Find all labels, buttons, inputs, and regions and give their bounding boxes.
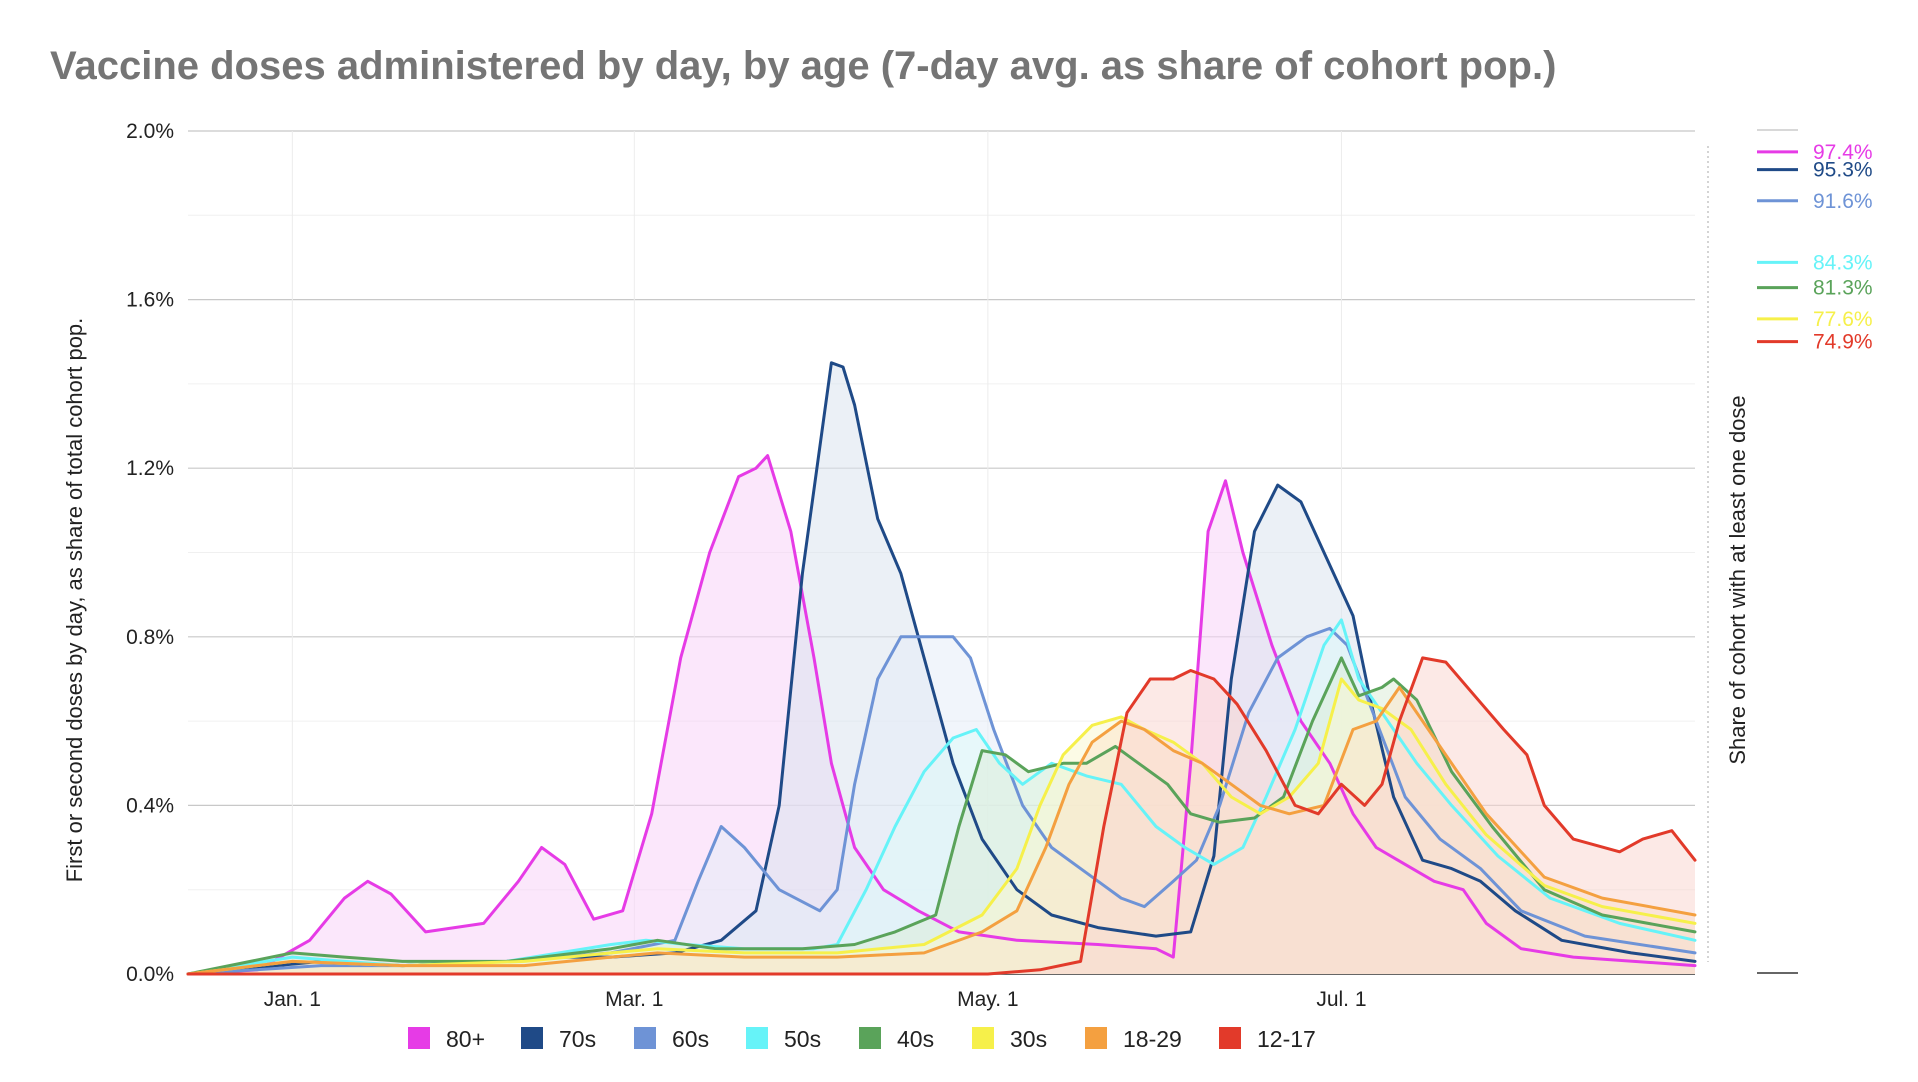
legend-layer: 80+ 70s 60s 50s 40s 30s 18-29 12-17 [408,1026,1316,1052]
line-60s [186,626,1697,976]
y-tick-label: 1.2% [126,457,174,480]
legend-label: 80+ [446,1026,485,1052]
side-label: 77.6% [1813,308,1873,331]
legend-swatch [746,1027,768,1049]
legend-swatch [521,1027,543,1049]
x-tick-label: Jul. 1 [1316,988,1366,1011]
line-layer [186,361,1697,976]
x-tick-label: May. 1 [957,988,1018,1011]
x-tick-label: Jan. 1 [264,988,321,1011]
legend-label: 60s [672,1026,709,1052]
legend-swatch [972,1027,994,1049]
line-40s [186,656,1697,976]
legend-swatch [1219,1027,1241,1049]
legend-label: 70s [559,1026,596,1052]
y-tick-label: 1.6% [126,289,174,312]
legend-swatch [408,1027,430,1049]
y-tick-label: 2.0% [126,120,174,143]
side-label: 74.9% [1813,331,1873,354]
line-18-29 [186,685,1697,976]
legend-swatch [634,1027,656,1049]
legend-label: 12-17 [1257,1026,1316,1052]
legend-label: 50s [784,1026,821,1052]
axis-layer: 0.0% 0.4% 0.8% 1.2% 1.6% 2.0% Jan. 1 Mar. 1 May.… [126,120,1366,1011]
side-label: 97.4% [1813,141,1873,164]
chart-title: Vaccine doses administered by day, by ag… [50,44,1557,88]
y-axis-title: First or second doses by day, as share o… [62,318,87,883]
y-tick-label: 0.0% [126,963,174,986]
area-12-17 [188,657,1695,974]
grid-layer [188,130,1695,975]
side-label-layer: 97.4%95.3% 91.6% 84.3% 81.3% 77.6%74.9% [1707,129,1873,974]
line-12-17 [186,656,1697,976]
legend-label: 30s [1010,1026,1047,1052]
side-label: 95.3% [1813,159,1873,182]
x-tick-label: Mar. 1 [605,988,663,1011]
y-tick-label: 0.8% [126,626,174,649]
line-80+ [186,454,1697,976]
legend-swatch [859,1027,881,1049]
legend-swatch [1085,1027,1107,1049]
side-label: 84.3% [1813,251,1873,274]
side-label: 91.6% [1813,190,1873,213]
area-layer [188,362,1695,975]
legend-label: 18-29 [1123,1026,1182,1052]
right-axis-title: Share of cohort with at least one dose [1725,395,1750,764]
y-tick-label: 0.4% [126,794,174,817]
side-label: 81.3% [1813,277,1873,300]
legend-label: 40s [897,1026,934,1052]
